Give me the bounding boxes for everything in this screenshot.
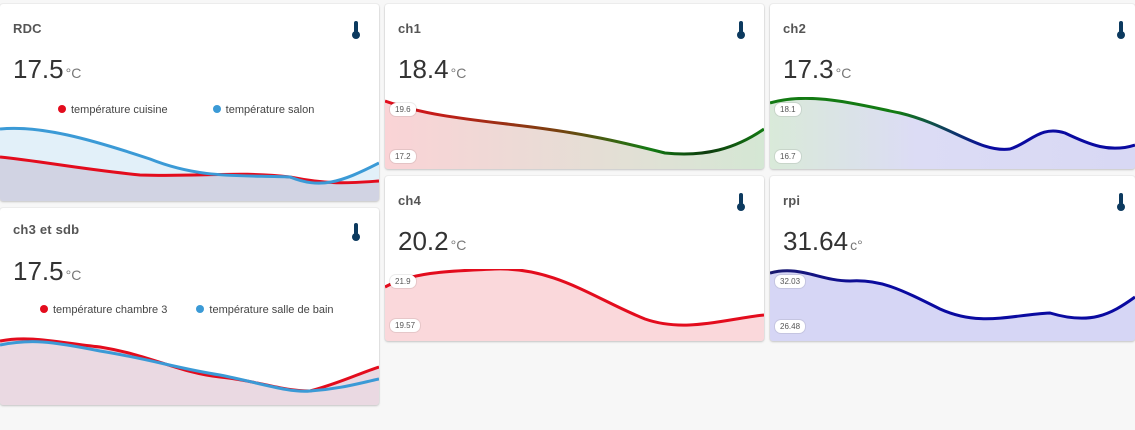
legend-item[interactable]: température salle de bain: [196, 304, 334, 316]
thermometer-icon: [352, 21, 360, 39]
current-temperature: 17.5 °C: [13, 256, 82, 286]
card-ch4[interactable]: ch4 20.2 °C 21.9 19.57: [385, 176, 764, 341]
current-temperature: 17.3 °C: [783, 54, 852, 84]
current-temperature: 17.5 °C: [13, 54, 82, 84]
thermometer-icon: [352, 223, 360, 241]
card-ch3[interactable]: ch3 et sdb 17.5 °C température chambre 3 …: [0, 208, 379, 405]
chart-legend: température chambre 3 température salle …: [40, 304, 376, 316]
card-rpi[interactable]: rpi 31.64 c° 32.03 26.48: [770, 176, 1135, 341]
card-rdc[interactable]: RDC 17.5 °C température cuisine températu…: [0, 4, 379, 201]
thermometer-icon: [1117, 193, 1125, 211]
max-label: 18.1: [775, 103, 801, 116]
chart-legend: température cuisine température salon: [58, 104, 356, 116]
max-label: 19.6: [390, 103, 416, 116]
card-title: rpi: [783, 193, 801, 208]
series-salon-area: [0, 128, 379, 201]
card-title: ch2: [783, 21, 807, 36]
card-ch2[interactable]: ch2 17.3 °C 18.1 16.7: [770, 4, 1135, 169]
min-label: 16.7: [775, 150, 801, 163]
temperature-history-chart: [0, 337, 379, 405]
series-salon-line: [0, 126, 379, 185]
series-cuisine-area: [0, 157, 379, 201]
temperature-history-chart: [770, 97, 1135, 169]
card-title: ch4: [398, 193, 422, 208]
temperature-history-chart: [0, 126, 379, 201]
card-ch1[interactable]: ch1 18.4 °C 19.6 17.2: [385, 4, 764, 169]
temperature-history-chart: [770, 269, 1135, 341]
current-temperature: 20.2 °C: [398, 226, 467, 256]
max-label: 32.03: [775, 275, 806, 288]
card-title: ch3 et sdb: [13, 222, 80, 237]
current-temperature: 31.64 c°: [783, 226, 863, 256]
thermometer-icon: [737, 193, 745, 211]
thermometer-icon: [1117, 21, 1125, 39]
min-label: 19.57: [390, 319, 421, 332]
current-temperature: 18.4 °C: [398, 54, 467, 84]
temperature-history-chart: [385, 99, 764, 169]
legend-item[interactable]: température salon: [212, 104, 314, 116]
legend-item[interactable]: température cuisine: [58, 104, 168, 116]
min-label: 17.2: [390, 150, 416, 163]
temperature-history-chart: [385, 269, 764, 341]
min-label: 26.48: [775, 320, 806, 333]
thermometer-icon: [737, 21, 745, 39]
card-title: ch1: [398, 21, 422, 36]
legend-item[interactable]: température chambre 3: [40, 304, 167, 316]
card-title: RDC: [13, 21, 42, 36]
max-label: 21.9: [390, 275, 416, 288]
